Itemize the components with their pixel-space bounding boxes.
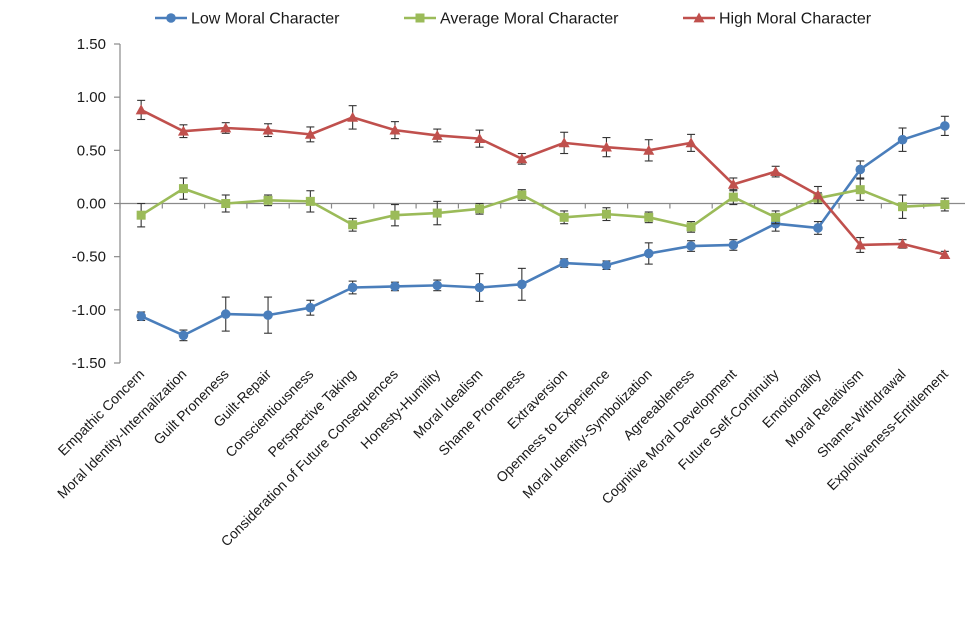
- y-tick-label: 1.00: [77, 89, 106, 106]
- data-point: [854, 239, 866, 250]
- data-point: [305, 196, 315, 206]
- data-point: [940, 200, 950, 210]
- data-point: [517, 190, 527, 200]
- data-point: [940, 121, 950, 131]
- data-point: [855, 185, 865, 195]
- data-point: [559, 212, 569, 222]
- series-high-moral-character: [135, 99, 951, 259]
- y-tick-label: 0.50: [77, 142, 106, 159]
- data-point: [220, 122, 232, 133]
- data-point: [897, 134, 908, 145]
- data-point: [601, 260, 612, 270]
- y-tick-label: 0.00: [77, 196, 106, 213]
- data-point: [136, 210, 146, 220]
- data-point: [728, 240, 739, 250]
- data-point: [220, 309, 231, 319]
- data-point: [601, 209, 611, 219]
- data-point: [474, 133, 486, 144]
- legend-item-high-moral-character: High Moral Character: [683, 11, 872, 28]
- data-point: [263, 310, 273, 320]
- data-point: [474, 282, 485, 293]
- y-tick-label: -1.00: [72, 302, 106, 319]
- legend-swatch-marker: [166, 13, 176, 23]
- data-point: [855, 164, 866, 175]
- legend-item-average-moral-character: Average Moral Character: [404, 11, 619, 28]
- data-point: [644, 212, 654, 222]
- data-point: [898, 202, 908, 212]
- y-axis: 1.50 1.00 0.50 0.00 -0.50 -1.00 -1.50: [72, 36, 121, 372]
- data-point: [178, 330, 189, 341]
- legend: Low Moral Character Average Moral Charact…: [155, 11, 872, 28]
- data-point: [770, 166, 782, 176]
- data-point: [813, 223, 823, 233]
- legend-label: Low Moral Character: [191, 11, 340, 28]
- data-point: [347, 111, 359, 122]
- data-point: [558, 137, 570, 148]
- data-point: [177, 125, 189, 136]
- data-point: [727, 178, 739, 189]
- y-tick-label: 1.50: [77, 36, 106, 53]
- x-tick-label: Guilt Proneness: [150, 366, 232, 448]
- legend-swatch-marker: [415, 13, 425, 23]
- data-point: [643, 248, 654, 259]
- data-point: [771, 212, 781, 222]
- data-point: [475, 204, 485, 214]
- data-point: [304, 128, 316, 139]
- series-line: [140, 108, 946, 256]
- data-point: [685, 137, 697, 148]
- data-point: [517, 279, 527, 290]
- data-point: [305, 302, 316, 313]
- data-point: [221, 199, 231, 208]
- series-line: [140, 187, 945, 229]
- data-point: [812, 189, 824, 200]
- data-point: [897, 238, 909, 249]
- series-low-moral-character: [136, 115, 950, 342]
- data-point: [559, 258, 569, 268]
- data-point: [390, 210, 400, 220]
- data-point: [432, 208, 442, 218]
- legend-swatch-marker: [693, 12, 705, 23]
- y-tick-label: -1.50: [72, 355, 106, 372]
- data-point: [643, 144, 655, 155]
- series-line: [140, 124, 946, 337]
- data-point: [600, 141, 612, 152]
- data-point: [347, 282, 358, 293]
- data-point: [262, 124, 274, 135]
- data-point: [728, 192, 738, 202]
- data-point: [516, 153, 528, 164]
- data-point: [135, 104, 147, 115]
- data-point: [390, 281, 400, 292]
- series-layer: [135, 99, 951, 342]
- data-point: [348, 220, 358, 230]
- data-point: [389, 124, 401, 135]
- data-point: [431, 129, 443, 140]
- data-point: [686, 222, 696, 232]
- x-tick-label: Moral Relativism: [782, 366, 866, 450]
- legend-label: High Moral Character: [719, 11, 872, 28]
- data-point: [263, 195, 273, 205]
- data-point: [686, 241, 696, 251]
- data-point: [136, 311, 146, 322]
- data-point: [939, 249, 951, 259]
- data-point: [178, 184, 188, 194]
- y-tick-label: -0.50: [72, 249, 106, 266]
- legend-item-low-moral-character: Low Moral Character: [155, 11, 340, 28]
- legend-label: Average Moral Character: [440, 11, 619, 28]
- data-point: [432, 280, 443, 291]
